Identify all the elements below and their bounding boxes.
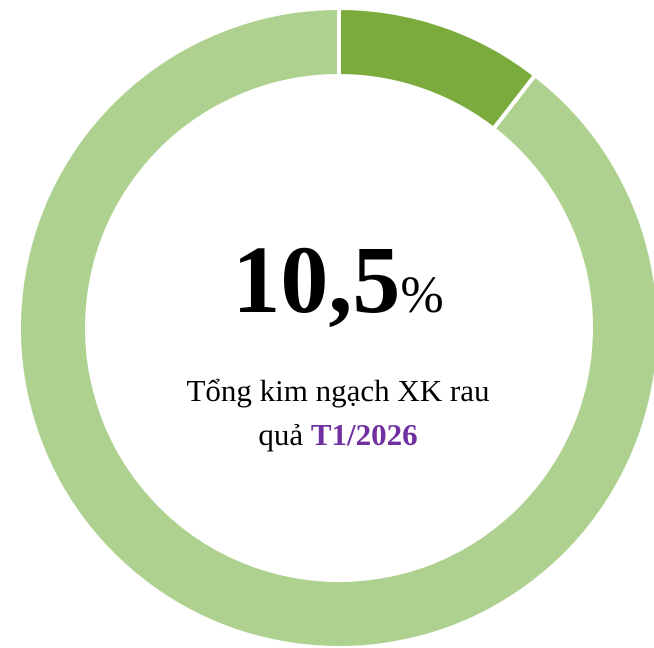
donut-segment — [17, 5, 654, 648]
subtitle-block: Tổng kim ngạch XK rau quả T1/2026 — [168, 369, 508, 457]
value-label: 10,5% — [232, 226, 444, 333]
unit: % — [400, 267, 444, 324]
subtitle: Tổng kim ngạch XK rau quả — [186, 373, 490, 452]
center-label: 10,5% Tổng kim ngạch XK rau quả T1/2026 — [168, 225, 508, 457]
period: T1/2026 — [310, 417, 418, 452]
